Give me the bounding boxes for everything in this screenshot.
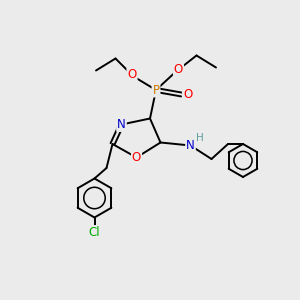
Text: H: H <box>196 133 203 143</box>
Text: O: O <box>174 62 183 76</box>
Text: N: N <box>117 118 126 131</box>
Text: O: O <box>132 151 141 164</box>
Text: O: O <box>183 88 192 101</box>
Text: P: P <box>152 83 160 97</box>
Text: N: N <box>186 139 195 152</box>
Text: O: O <box>128 68 136 82</box>
Text: Cl: Cl <box>89 226 100 239</box>
